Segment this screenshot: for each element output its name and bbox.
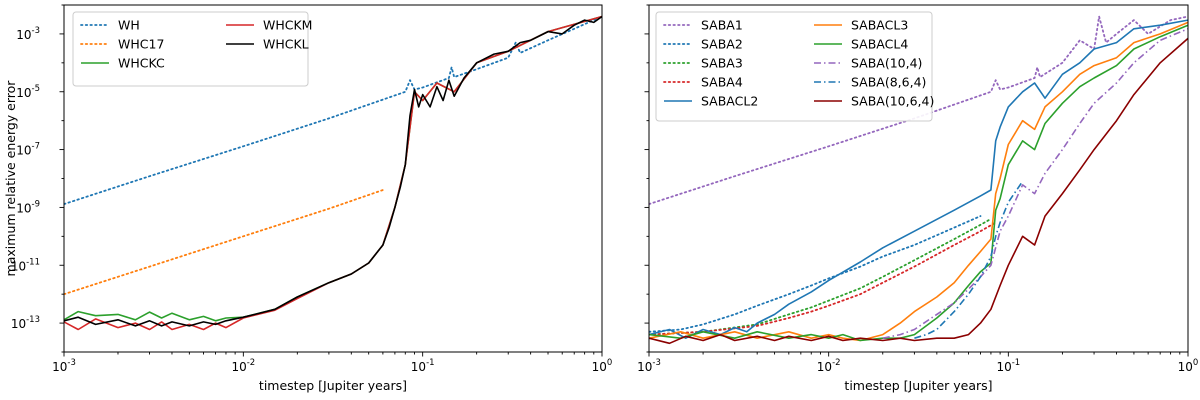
- legend-item: SABACL2: [664, 94, 758, 109]
- legend-label: WHCKL: [263, 37, 309, 52]
- legend: WH WHC17 WHCKC WHCKM WHCKL: [72, 11, 312, 87]
- y-axis: 10-13 10-11 10-9 10-7 10-5 10-3: [11, 4, 64, 353]
- series-line-saba2: [649, 215, 982, 333]
- legend-frame: [655, 11, 933, 122]
- series-line-saba3: [649, 217, 992, 336]
- legend-label: SABA3: [701, 56, 743, 71]
- x-tick-label: 10-1: [411, 358, 435, 374]
- legend-item: WHC17: [80, 37, 164, 52]
- series-line-saba-10-6-4: [649, 37, 1188, 345]
- x-axis: 10-3 10-2 10-1 100: [637, 352, 1198, 374]
- y-axis: [644, 4, 649, 353]
- legend-item: SABACL3: [814, 18, 908, 33]
- legend-label: SABA(8,6,4): [851, 75, 926, 90]
- legend-label: SABA1: [701, 18, 743, 33]
- x-axis-label: timestep [Jupiter years]: [259, 378, 407, 393]
- legend-label: WHCKM: [263, 18, 312, 33]
- x-tick-label: 10-3: [637, 358, 661, 374]
- series-line-saba1: [649, 15, 1188, 206]
- legend-label: SABA4: [701, 75, 743, 90]
- legend-label: SABA(10,6,4): [851, 94, 934, 109]
- y-tick-label: 10-13: [11, 315, 40, 331]
- series-line-whc17: [64, 189, 384, 296]
- legend-item: SABA(8,6,4): [814, 75, 926, 90]
- series-group: [649, 15, 1188, 345]
- right-chart-panel: 10-3 10-2 10-1 100 timestep [Jupiter years] S…: [637, 4, 1198, 393]
- x-axis-label: timestep [Jupiter years]: [844, 378, 992, 393]
- x-tick-label: 10-1: [996, 358, 1020, 374]
- y-axis-label: maximum relative energy error: [3, 80, 18, 277]
- legend-frame: [72, 11, 309, 87]
- y-tick-label: 10-9: [16, 199, 40, 215]
- y-tick-label: 10-5: [16, 84, 40, 100]
- legend-label: SABA2: [701, 37, 743, 52]
- series-group: [64, 15, 602, 331]
- legend-item: SABA2: [663, 37, 743, 52]
- legend-label: SABACL4: [851, 37, 908, 52]
- y-tick-label: 10-3: [16, 26, 40, 42]
- series-line-whckl: [64, 15, 602, 327]
- x-tick-label: 10-2: [231, 358, 255, 374]
- legend-item: SABA(10,6,4): [814, 94, 934, 109]
- legend-label: WHC17: [118, 37, 164, 52]
- legend-label: WH: [118, 18, 140, 33]
- y-tick-label: 10-11: [11, 257, 40, 273]
- legend-item: SABACL4: [814, 37, 908, 52]
- x-tick-label: 100: [1178, 358, 1199, 374]
- legend-item: SABA3: [663, 56, 743, 71]
- series-line-saba-8-6-4: [914, 180, 1024, 339]
- series-line-wh: [64, 15, 602, 206]
- legend-item: WHCKC: [81, 56, 165, 71]
- series-line-whckm: [64, 15, 602, 331]
- series-line-sabacl3: [649, 21, 1188, 342]
- legend-item: SABA1: [663, 18, 743, 33]
- legend-item: SABA(10,4): [814, 56, 922, 71]
- series-line-sabacl4: [649, 24, 1188, 342]
- legend-label: SABACL2: [701, 94, 758, 109]
- x-tick-label: 100: [592, 358, 613, 374]
- x-tick-label: 10-2: [817, 358, 841, 374]
- x-tick-label: 10-3: [52, 358, 76, 374]
- y-tick-label: 10-7: [16, 142, 40, 158]
- series-line-saba4: [649, 221, 997, 336]
- series-line-saba-10-4: [882, 28, 1188, 339]
- legend-label: WHCKC: [118, 56, 165, 71]
- series-line-sabacl2: [649, 19, 1188, 340]
- legend-item: SABA4: [663, 75, 743, 90]
- x-axis: 10-3 10-2 10-1 100: [52, 352, 612, 374]
- legend-item: WH: [80, 18, 140, 33]
- legend-item: WHCKM: [226, 18, 312, 33]
- legend-label: SABA(10,4): [851, 56, 922, 71]
- legend: SABA1 SABA2 SABA3 SABA4 SABACL2 SABACL3 SABACL…: [655, 11, 934, 122]
- left-chart-panel: 10-3 10-2 10-1 100 timestep [Jupiter years] 1…: [3, 4, 612, 393]
- legend-label: SABACL3: [851, 18, 908, 33]
- legend-item: WHCKL: [226, 37, 309, 52]
